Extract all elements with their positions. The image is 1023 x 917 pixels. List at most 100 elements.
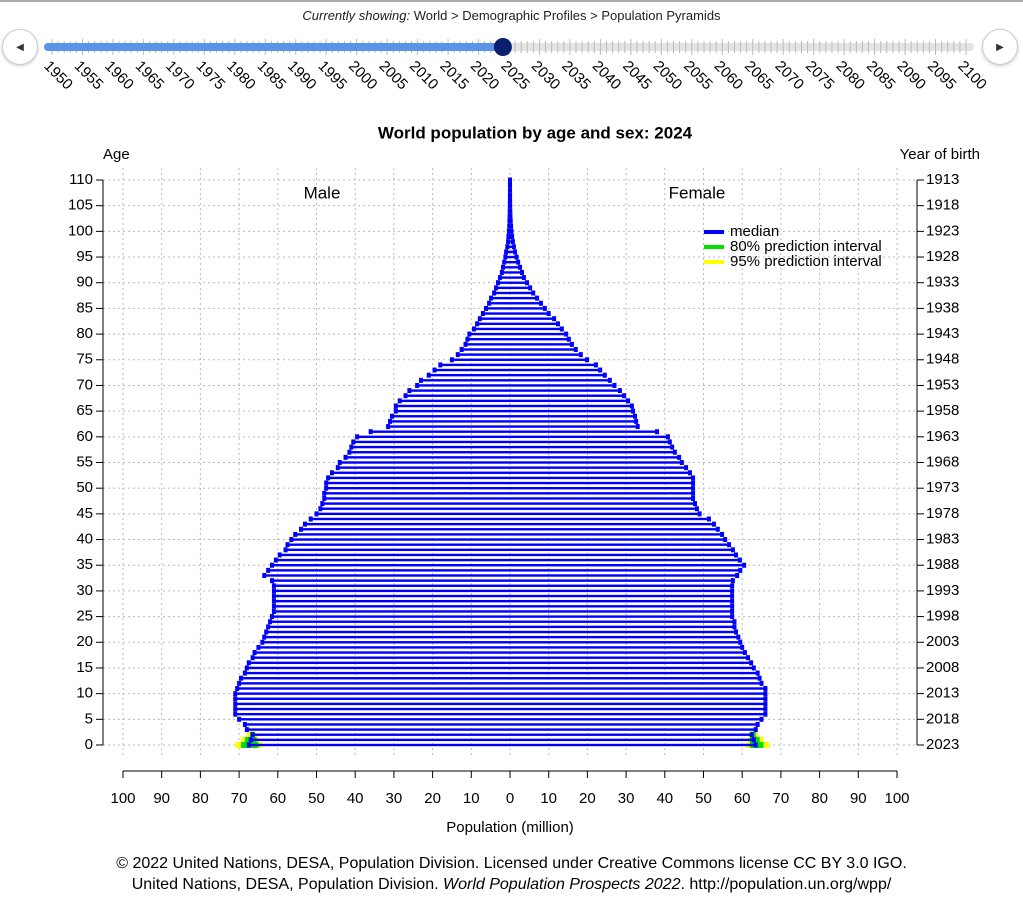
bar-end [266, 567, 271, 573]
bar-end [248, 737, 253, 743]
y2-tick-label: 1948 [926, 351, 959, 368]
bar-end [465, 336, 470, 342]
bar-end [264, 629, 269, 635]
x-tick-label: 30 [618, 790, 635, 807]
bar-end [697, 511, 702, 517]
bar [510, 671, 758, 675]
bar [244, 723, 510, 726]
bar-end [738, 567, 743, 573]
bar [235, 697, 511, 700]
y2-tick-label: 1953 [926, 376, 959, 393]
bar-end [244, 727, 249, 733]
y-tick-label: 80 [76, 325, 93, 342]
bar [489, 302, 510, 305]
x-tick-label: 70 [231, 790, 248, 807]
y2-tick-label: 1993 [926, 582, 959, 599]
bar-end [277, 552, 282, 558]
y-tick-label: 35 [76, 556, 93, 573]
prev-button[interactable]: ◀ [2, 29, 38, 65]
bar-end [508, 208, 513, 214]
bar-end [622, 393, 627, 399]
bar-end [318, 506, 323, 512]
bar [428, 373, 510, 377]
bar-end [499, 269, 504, 275]
bar [287, 543, 510, 546]
bar-end [426, 372, 431, 378]
bar-end [694, 506, 699, 512]
bar-end [691, 480, 696, 486]
bar-end [326, 475, 331, 481]
bar [510, 281, 528, 284]
bar [510, 291, 534, 295]
bar [510, 533, 723, 536]
bar-end [407, 388, 412, 394]
bar-end [569, 341, 574, 347]
bar [235, 692, 511, 695]
bar-end [271, 593, 276, 599]
bar-end [283, 547, 288, 553]
bar-end [351, 439, 356, 445]
bar [510, 420, 637, 423]
bar [510, 718, 762, 721]
bar-end [285, 542, 290, 548]
y2-tick-label: 1963 [926, 428, 959, 445]
bar [510, 353, 581, 356]
bar-end [347, 449, 352, 455]
bar [510, 327, 562, 331]
bar-end [299, 526, 304, 532]
bar-end [763, 701, 768, 707]
bar-end [730, 547, 735, 553]
y2-tick-label: 1978 [926, 505, 959, 522]
bar [235, 702, 511, 706]
bar [326, 486, 510, 490]
bar [391, 415, 510, 418]
bar-end [763, 706, 768, 712]
bar [510, 692, 766, 695]
bar-end [502, 259, 507, 265]
next-button[interactable]: ▶ [982, 29, 1018, 65]
bar-end [289, 537, 294, 543]
bar [510, 399, 629, 403]
bar-end [763, 691, 768, 697]
bar [405, 394, 510, 397]
bar-end [467, 331, 472, 337]
y-tick-label: 60 [76, 428, 93, 445]
bar-end [723, 537, 728, 543]
bar-end [749, 660, 754, 666]
bar-end [508, 192, 513, 198]
bar [510, 250, 516, 254]
bar [474, 327, 510, 331]
bar-end [732, 624, 737, 630]
bar-end [734, 629, 739, 635]
timeline-year-label: 2095 [924, 58, 960, 94]
bar-end [564, 331, 569, 337]
y-tick-label: 10 [76, 685, 93, 702]
timeline-year-label: 2045 [619, 58, 655, 94]
bar-end [415, 382, 420, 388]
x-tick-label: 10 [540, 790, 557, 807]
timeline-year-label: 2080 [832, 58, 868, 94]
bar [501, 271, 510, 274]
bar [271, 615, 510, 618]
timeline-year-label: 2025 [497, 58, 533, 94]
bar-end [706, 516, 711, 522]
bar-end [393, 408, 398, 414]
bar-end [418, 377, 423, 383]
bar [273, 610, 510, 613]
bar-end [508, 187, 513, 193]
bar-end [509, 223, 514, 229]
bar-end [324, 480, 329, 486]
bar-end [763, 696, 768, 702]
bar [273, 599, 510, 603]
bar-end [508, 203, 513, 209]
bar [320, 507, 510, 510]
slider-handle[interactable] [493, 38, 512, 56]
bar [510, 317, 555, 320]
bar [510, 641, 741, 644]
y-tick-label: 15 [76, 659, 93, 676]
x-tick-label: 30 [386, 790, 403, 807]
bar-end [271, 598, 276, 604]
